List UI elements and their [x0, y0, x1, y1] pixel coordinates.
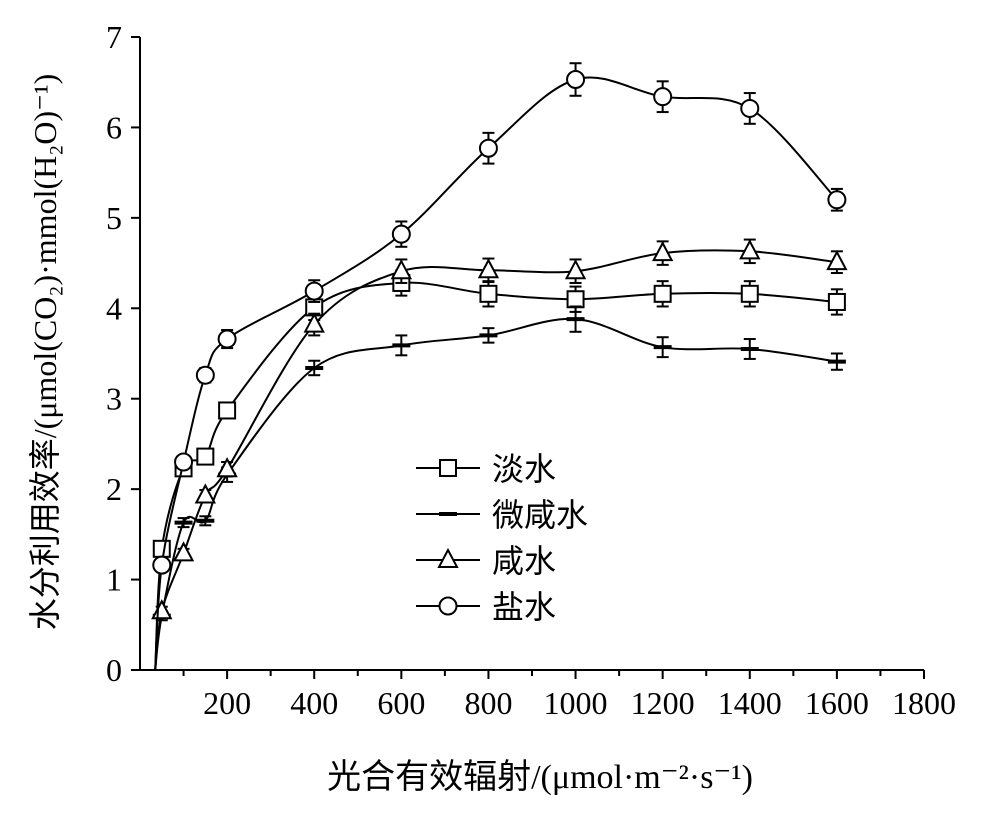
x-tick-label: 1000	[544, 685, 608, 721]
y-tick-label: 6	[106, 109, 122, 145]
x-tick-label: 1600	[805, 685, 869, 721]
data-point	[827, 190, 847, 210]
data-point	[195, 365, 215, 385]
data-point	[218, 401, 237, 420]
data-point	[194, 483, 216, 504]
data-point	[304, 281, 324, 301]
data-point	[152, 555, 172, 575]
y-axis-label: 水分利用效率/(μmol(CO₂)·mmol(H₂O)⁻¹)	[27, 74, 63, 631]
data-point	[478, 138, 498, 158]
axes: 200 400 600 800 1000 1200 1400 1600 1800 0 1 2 3 4 5 6 7	[106, 19, 956, 721]
x-tick-label: 800	[464, 685, 512, 721]
data-point	[172, 541, 195, 562]
data-point	[653, 87, 673, 107]
data-point	[826, 250, 848, 271]
y-tick-label: 2	[106, 471, 122, 507]
data-point	[739, 239, 761, 260]
y-tick-label: 7	[106, 19, 122, 55]
data-point	[566, 70, 586, 90]
data-point	[740, 284, 759, 303]
data-point	[652, 240, 674, 262]
data-point	[216, 457, 238, 478]
data-point	[217, 329, 237, 349]
data-point	[151, 599, 173, 620]
data-point	[479, 284, 498, 303]
data-point	[390, 259, 412, 280]
y-tick-label: 5	[106, 200, 122, 236]
x-tick-label: 1800	[892, 685, 956, 721]
data-point	[391, 224, 411, 244]
data-point	[740, 98, 760, 118]
legend-label: 盐水	[492, 589, 556, 625]
data-point	[566, 290, 585, 309]
data-point	[827, 292, 846, 311]
data-point	[303, 312, 325, 333]
data-point	[653, 284, 672, 303]
plot-area	[151, 62, 848, 671]
x-tick-label: 200	[203, 685, 251, 721]
legend-label: 淡水	[492, 451, 556, 487]
legend-label: 微咸水	[492, 497, 588, 533]
legend-marker	[437, 547, 459, 568]
data-point	[152, 539, 171, 558]
x-tick-label: 1200	[631, 685, 695, 721]
y-tick-label: 3	[106, 381, 122, 417]
legend-marker	[439, 459, 457, 477]
x-tick-label: 1400	[718, 685, 782, 721]
y-tick-label: 1	[106, 562, 122, 598]
y-tick-label: 4	[106, 290, 122, 326]
data-point	[564, 259, 587, 280]
x-tick-label: 400	[290, 685, 338, 721]
data-point	[196, 447, 215, 466]
y-tick-label: 0	[106, 652, 122, 688]
series-line	[154, 76, 838, 671]
x-axis-label: 光合有效辐射/(μmol·m⁻²·s⁻¹)	[327, 758, 753, 796]
legend-label: 咸水	[492, 543, 556, 579]
legend-marker	[438, 596, 458, 616]
data-point	[477, 258, 500, 279]
x-tick-label: 600	[377, 685, 425, 721]
data-point	[174, 452, 194, 472]
